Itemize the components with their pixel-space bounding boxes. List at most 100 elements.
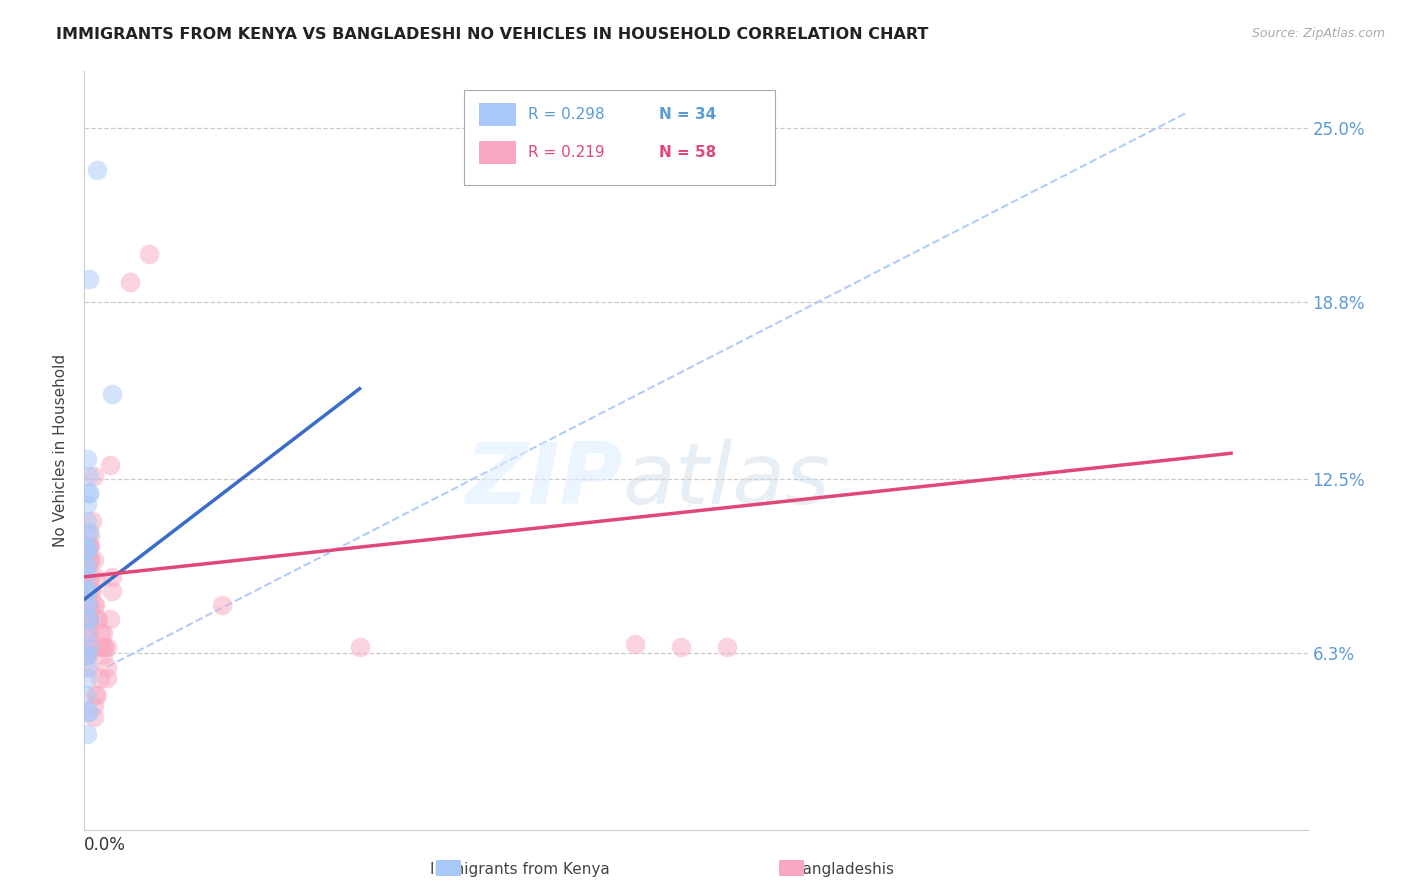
- Point: [76, 659, 98, 673]
- Text: 0.0%: 0.0%: [84, 836, 127, 854]
- Point: [76, 705, 98, 719]
- Point: [77, 485, 100, 500]
- Point: [87, 612, 110, 626]
- Point: [77, 626, 100, 640]
- Point: [669, 640, 692, 654]
- Point: [75, 648, 97, 663]
- FancyBboxPatch shape: [479, 141, 516, 164]
- Text: N = 58: N = 58: [659, 145, 717, 160]
- Point: [76, 612, 98, 626]
- Point: [90, 640, 112, 654]
- Point: [86, 162, 108, 177]
- Point: [77, 612, 100, 626]
- Point: [77, 640, 100, 654]
- Point: [76, 558, 98, 573]
- Point: [76, 598, 98, 612]
- Point: [80, 514, 103, 528]
- Point: [211, 598, 233, 612]
- Text: Bangladeshis: Bangladeshis: [793, 863, 894, 877]
- Point: [77, 553, 100, 567]
- Point: [84, 598, 107, 612]
- Point: [76, 541, 98, 556]
- Text: N = 34: N = 34: [659, 107, 717, 122]
- Y-axis label: No Vehicles in Household: No Vehicles in Household: [53, 354, 69, 547]
- Point: [76, 727, 98, 741]
- Text: IMMIGRANTS FROM KENYA VS BANGLADESHI NO VEHICLES IN HOUSEHOLD CORRELATION CHART: IMMIGRANTS FROM KENYA VS BANGLADESHI NO …: [56, 27, 928, 42]
- Text: Source: ZipAtlas.com: Source: ZipAtlas.com: [1251, 27, 1385, 40]
- Point: [77, 539, 100, 553]
- Point: [80, 583, 103, 598]
- Point: [77, 612, 100, 626]
- Point: [76, 648, 98, 663]
- Point: [96, 671, 118, 685]
- Text: ZIP: ZIP: [465, 439, 623, 523]
- Point: [91, 648, 114, 663]
- Point: [77, 659, 100, 673]
- Point: [84, 570, 107, 584]
- Point: [77, 612, 100, 626]
- Point: [79, 570, 101, 584]
- Text: R = 0.219: R = 0.219: [529, 145, 620, 160]
- Point: [79, 553, 101, 567]
- Point: [77, 612, 100, 626]
- Point: [89, 671, 111, 685]
- FancyBboxPatch shape: [479, 103, 516, 126]
- Point: [77, 272, 100, 286]
- Point: [96, 659, 118, 673]
- Point: [77, 485, 100, 500]
- Point: [77, 570, 100, 584]
- Point: [86, 612, 108, 626]
- Point: [76, 583, 98, 598]
- Point: [77, 598, 100, 612]
- Point: [120, 275, 142, 289]
- Point: [76, 539, 98, 553]
- Point: [77, 524, 100, 539]
- Point: [138, 247, 160, 261]
- Point: [96, 640, 118, 654]
- Text: Immigrants from Kenya: Immigrants from Kenya: [430, 863, 610, 877]
- Point: [91, 626, 114, 640]
- Point: [77, 539, 100, 553]
- Point: [101, 570, 124, 584]
- Point: [98, 612, 121, 626]
- Point: [79, 527, 101, 541]
- Text: atlas: atlas: [623, 439, 831, 523]
- Point: [101, 387, 124, 401]
- Point: [93, 640, 115, 654]
- Point: [76, 451, 98, 466]
- Point: [79, 583, 101, 598]
- Point: [98, 458, 121, 472]
- Point: [76, 648, 98, 663]
- Point: [76, 598, 98, 612]
- FancyBboxPatch shape: [464, 90, 776, 186]
- Point: [76, 527, 98, 541]
- Point: [77, 640, 100, 654]
- Point: [77, 468, 100, 483]
- Point: [79, 539, 101, 553]
- Point: [83, 553, 105, 567]
- Point: [83, 468, 105, 483]
- Point: [76, 541, 98, 556]
- Point: [90, 626, 112, 640]
- Point: [77, 598, 100, 612]
- Point: [624, 637, 647, 651]
- Point: [101, 583, 124, 598]
- Point: [76, 626, 98, 640]
- Point: [77, 583, 100, 598]
- Point: [83, 698, 105, 713]
- Point: [76, 626, 98, 640]
- Point: [83, 710, 105, 724]
- Point: [76, 497, 98, 511]
- Point: [76, 514, 98, 528]
- Point: [84, 688, 107, 702]
- Point: [75, 570, 97, 584]
- Point: [76, 583, 98, 598]
- Point: [76, 541, 98, 556]
- Point: [349, 640, 371, 654]
- Point: [716, 640, 738, 654]
- Point: [93, 640, 115, 654]
- Point: [76, 671, 98, 685]
- Point: [75, 558, 97, 573]
- Point: [83, 598, 105, 612]
- Point: [76, 648, 98, 663]
